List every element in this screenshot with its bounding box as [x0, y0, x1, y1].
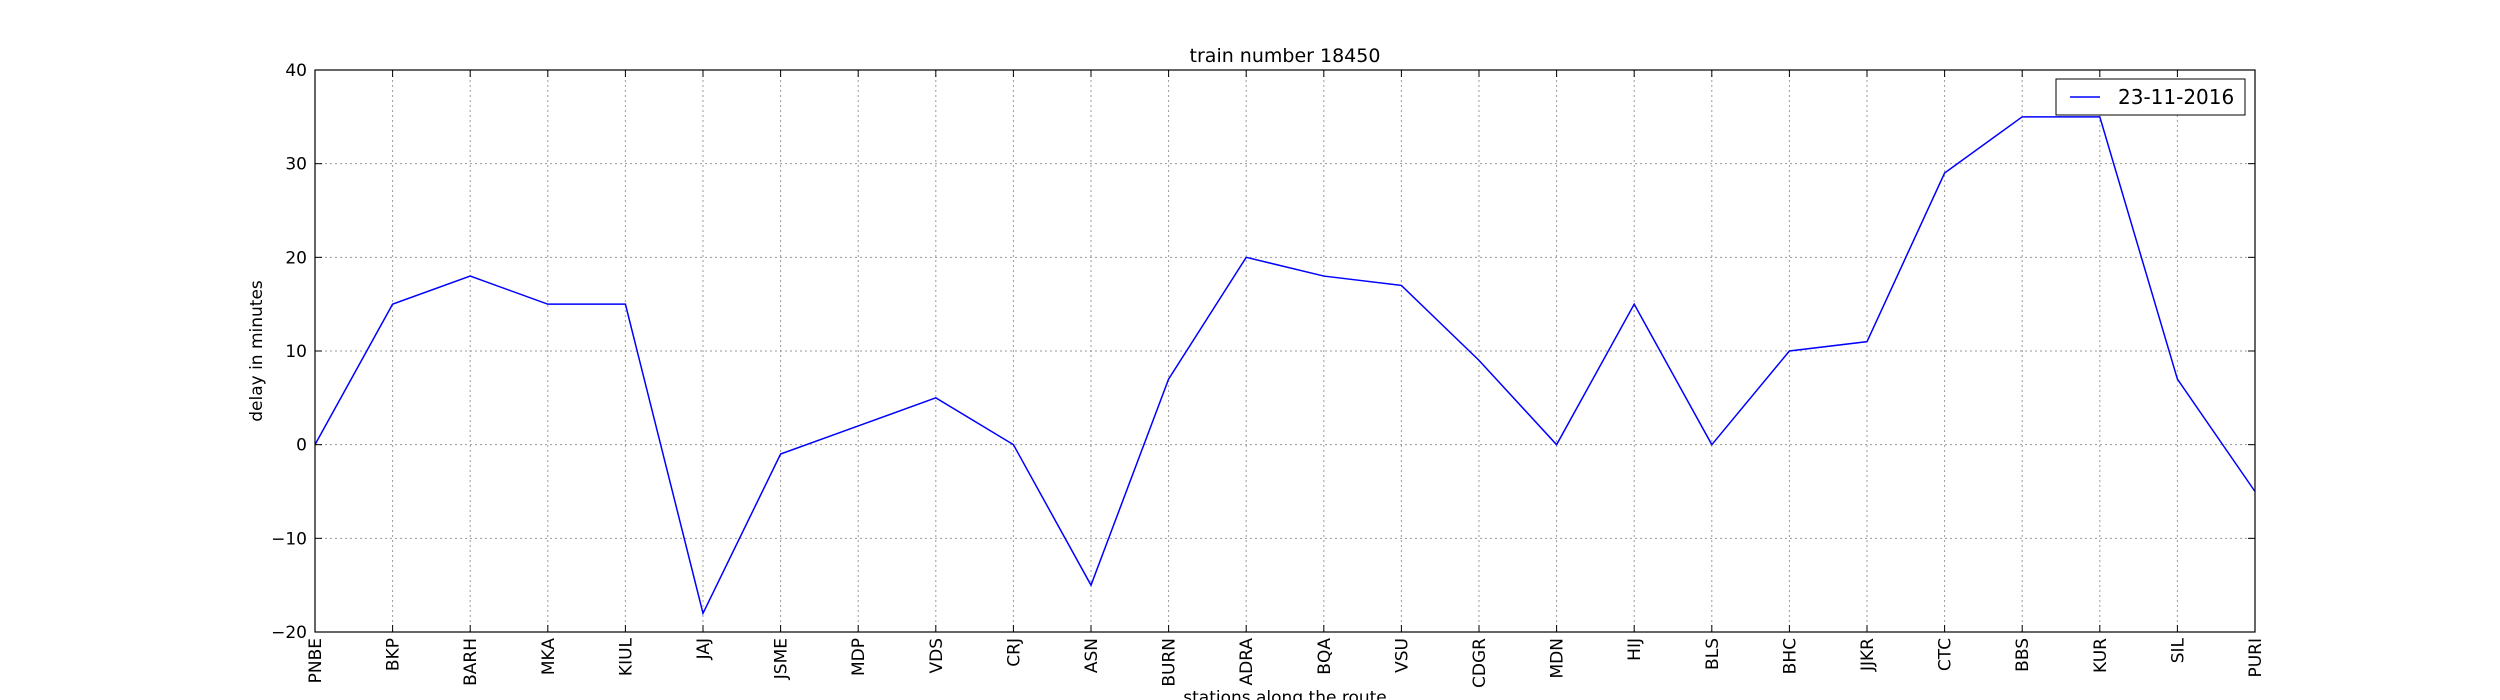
legend-label: 23-11-2016: [2118, 85, 2234, 109]
y-tick-label: −20: [271, 623, 307, 643]
x-tick-label: KUR: [2091, 638, 2111, 673]
chart-title: train number 18450: [1190, 45, 1381, 67]
x-tick-label: CTC: [1936, 638, 1956, 671]
x-tick-label: BHC: [1780, 638, 1800, 674]
x-tick-label: HIJ: [1625, 638, 1645, 661]
x-tick-label: ADRA: [1237, 638, 1257, 686]
series-line: [314, 116, 2256, 616]
legend: 23-11-2016: [2055, 78, 2246, 116]
x-tick-label: SIL: [2168, 637, 2188, 663]
x-tick-label: BLS: [1703, 638, 1723, 670]
y-tick-label: 0: [296, 436, 307, 456]
x-axis: PNBE BKP BARH MKA KIUL JAJ JSME MDP VDS CRJ ASN BUR…: [306, 70, 2266, 688]
series-layer: [314, 116, 2256, 616]
x-tick-label: BKP: [384, 638, 404, 671]
x-tick-label: PNBE: [306, 638, 326, 683]
y-axis-label: delay in minutes: [247, 280, 267, 422]
x-tick-label: CRJ: [1004, 638, 1024, 667]
x-tick-label: MKA: [539, 638, 559, 676]
x-axis-label: stations along the route: [1183, 688, 1387, 700]
y-axis: −20 −10 0 10 20 30 40: [271, 61, 2255, 643]
x-tick-label: ASN: [1082, 638, 1102, 673]
y-tick-label: 40: [285, 61, 307, 81]
y-tick-label: 10: [285, 342, 307, 362]
x-tick-label: BURN: [1160, 638, 1180, 687]
x-tick-label: JSME: [772, 638, 792, 680]
x-tick-label: CDGR: [1470, 638, 1490, 688]
x-tick-label: BQA: [1315, 638, 1335, 675]
y-tick-label: 20: [285, 248, 307, 268]
x-tick-label: MDP: [849, 638, 869, 676]
x-tick-label: KIUL: [616, 637, 636, 676]
x-tick-label: BBS: [2013, 638, 2033, 672]
y-tick-label: 30: [285, 155, 307, 175]
y-tick-label: −10: [271, 529, 307, 549]
x-tick-label: JAJ: [694, 638, 714, 660]
x-tick-label: VSU: [1392, 638, 1412, 673]
x-tick-label: MDN: [1548, 638, 1568, 678]
x-tick-label: JJKR: [1858, 638, 1878, 672]
x-tick-label: BARH: [461, 638, 481, 686]
x-tick-label: PURI: [2246, 638, 2266, 678]
x-tick-label: VDS: [927, 638, 947, 674]
